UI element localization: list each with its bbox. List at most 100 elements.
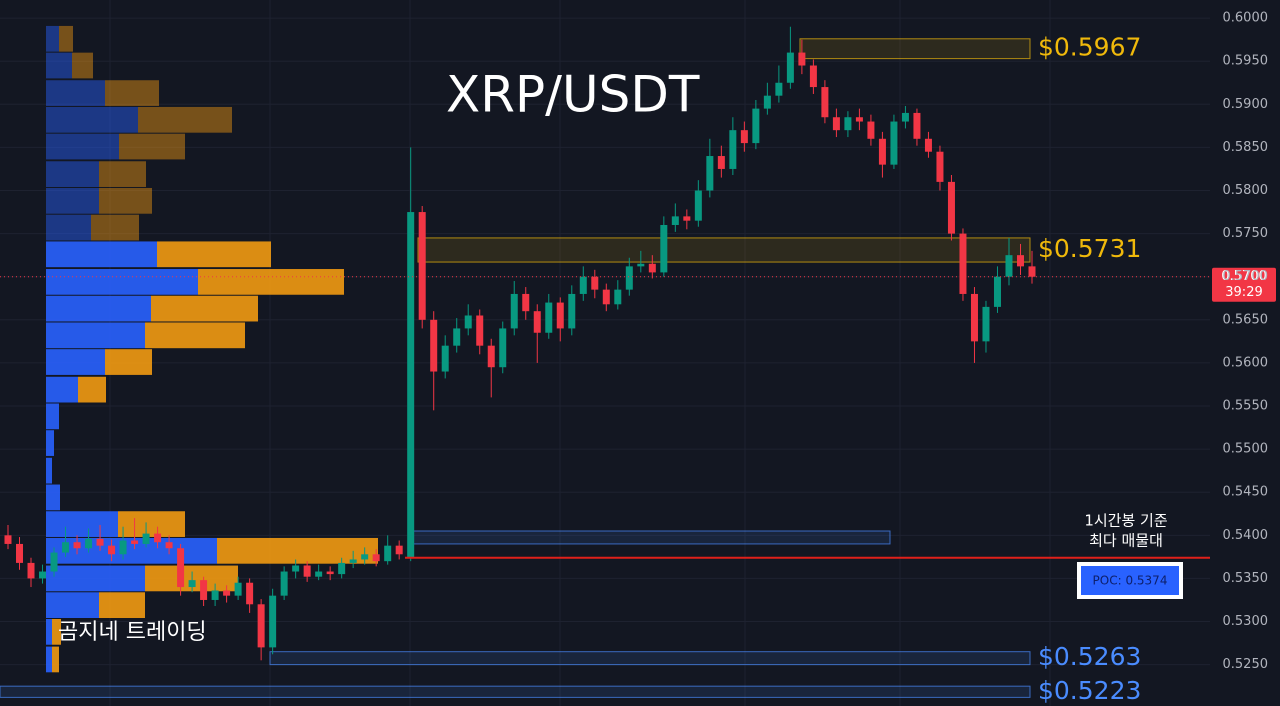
profile-buy-bar xyxy=(46,214,91,241)
last-price-box xyxy=(1212,267,1276,302)
y-tick-label: 0.5950 xyxy=(1223,54,1269,69)
profile-sell-bar xyxy=(91,214,139,241)
y-tick-label: 0.5900 xyxy=(1223,97,1269,112)
candles xyxy=(4,26,1036,661)
candle-body xyxy=(326,571,334,575)
profile-buy-bar xyxy=(46,25,59,52)
y-tick-label: 0.5400 xyxy=(1223,528,1269,543)
candle-body xyxy=(982,306,990,342)
profile-buy-bar xyxy=(46,295,151,322)
zone xyxy=(417,237,1031,263)
y-tick-label: 0.5600 xyxy=(1223,355,1269,370)
candle-body xyxy=(510,293,518,329)
zone-label: $0.5263 xyxy=(1038,642,1141,671)
candle-body xyxy=(1005,255,1013,277)
profile-buy-bar xyxy=(46,646,52,673)
candle-body xyxy=(1028,266,1036,277)
candle-body xyxy=(556,302,564,329)
profile-buy-bar xyxy=(46,592,99,619)
candle-body xyxy=(177,548,185,588)
profile-buy-bar xyxy=(46,241,157,268)
zone xyxy=(0,685,1031,698)
candle-body xyxy=(200,580,208,600)
candle-body xyxy=(763,95,771,109)
candle-body xyxy=(579,276,587,294)
profile-buy-bar xyxy=(46,322,145,349)
candle-body xyxy=(533,311,541,333)
candle-body xyxy=(959,233,967,294)
profile-sell-bar xyxy=(151,295,258,322)
candle-body xyxy=(96,538,104,546)
candle-body xyxy=(855,117,863,122)
profile-buy-bar xyxy=(46,457,52,484)
candle-body xyxy=(16,543,24,563)
candle-body xyxy=(441,345,449,372)
candle-body xyxy=(315,571,323,577)
candle-body xyxy=(775,82,783,96)
profile-sell-bar xyxy=(145,565,238,592)
profile-buy-bar xyxy=(46,133,119,160)
profile-sell-bar xyxy=(52,619,61,645)
zone-label: $0.5223 xyxy=(1038,676,1141,705)
candle-body xyxy=(338,562,346,575)
y-tick-label: 0.5650 xyxy=(1223,312,1269,327)
profile-buy-bar xyxy=(46,619,52,645)
profile-buy-bar xyxy=(46,52,72,79)
candle-body xyxy=(131,540,139,544)
profile-sell-bar xyxy=(72,52,93,79)
candle-body xyxy=(384,545,392,562)
profile-buy-bar xyxy=(46,187,99,214)
candle-body xyxy=(361,554,369,560)
profile-buy-bar xyxy=(46,80,105,106)
profile-sell-bar xyxy=(198,269,344,295)
candle-body xyxy=(257,604,265,648)
candle-body xyxy=(809,65,817,88)
candle-body xyxy=(430,319,438,372)
profile-sell-bar xyxy=(59,25,73,52)
candle-body xyxy=(717,156,725,169)
candle-body xyxy=(407,212,415,558)
poc-note: 최다 매물대 xyxy=(1089,532,1163,550)
candle-body xyxy=(545,302,553,333)
y-tick-label: 0.5550 xyxy=(1223,399,1269,414)
profile-sell-bar xyxy=(99,592,145,619)
zone-label: $0.5731 xyxy=(1038,234,1141,263)
profile-buy-bar xyxy=(46,376,78,403)
candle-body xyxy=(740,130,748,144)
candle-body xyxy=(614,289,622,305)
profile-buy-bar xyxy=(46,403,59,430)
candle-body xyxy=(993,276,1001,307)
zone xyxy=(269,651,1031,666)
profile-buy-bar xyxy=(46,484,60,511)
candle-body xyxy=(970,293,978,342)
candle-body xyxy=(188,580,196,588)
zones: $0.5967 $0.5731 $0.5263 $0.5223 xyxy=(0,33,1141,705)
candle-body xyxy=(648,263,656,273)
y-tick-label: 0.5750 xyxy=(1223,226,1269,241)
candle-body xyxy=(142,533,150,544)
candle-body xyxy=(890,121,898,165)
poc-label: POC: 0.5374 xyxy=(1093,574,1168,588)
candle-body xyxy=(73,542,81,549)
candle-body xyxy=(476,315,484,346)
candle-body xyxy=(108,545,116,555)
y-tick-label: 0.5300 xyxy=(1223,614,1269,629)
candle-body xyxy=(706,156,714,191)
profile-sell-bar xyxy=(99,187,152,214)
candle-body xyxy=(821,87,829,118)
profile-buy-bar xyxy=(46,430,54,456)
profile-buy-bar xyxy=(46,106,138,133)
candle-body xyxy=(4,535,12,544)
candle-body xyxy=(798,52,806,66)
profile-buy-bar xyxy=(46,161,99,187)
poc-note: 1시간봉 기준 xyxy=(1084,512,1168,530)
candle-body xyxy=(395,545,403,555)
candle-body xyxy=(729,130,737,169)
candle-body xyxy=(752,108,760,144)
zone xyxy=(799,38,1031,60)
profile-sell-bar xyxy=(78,376,106,403)
candle-body xyxy=(786,52,794,83)
candle-body xyxy=(50,552,58,572)
